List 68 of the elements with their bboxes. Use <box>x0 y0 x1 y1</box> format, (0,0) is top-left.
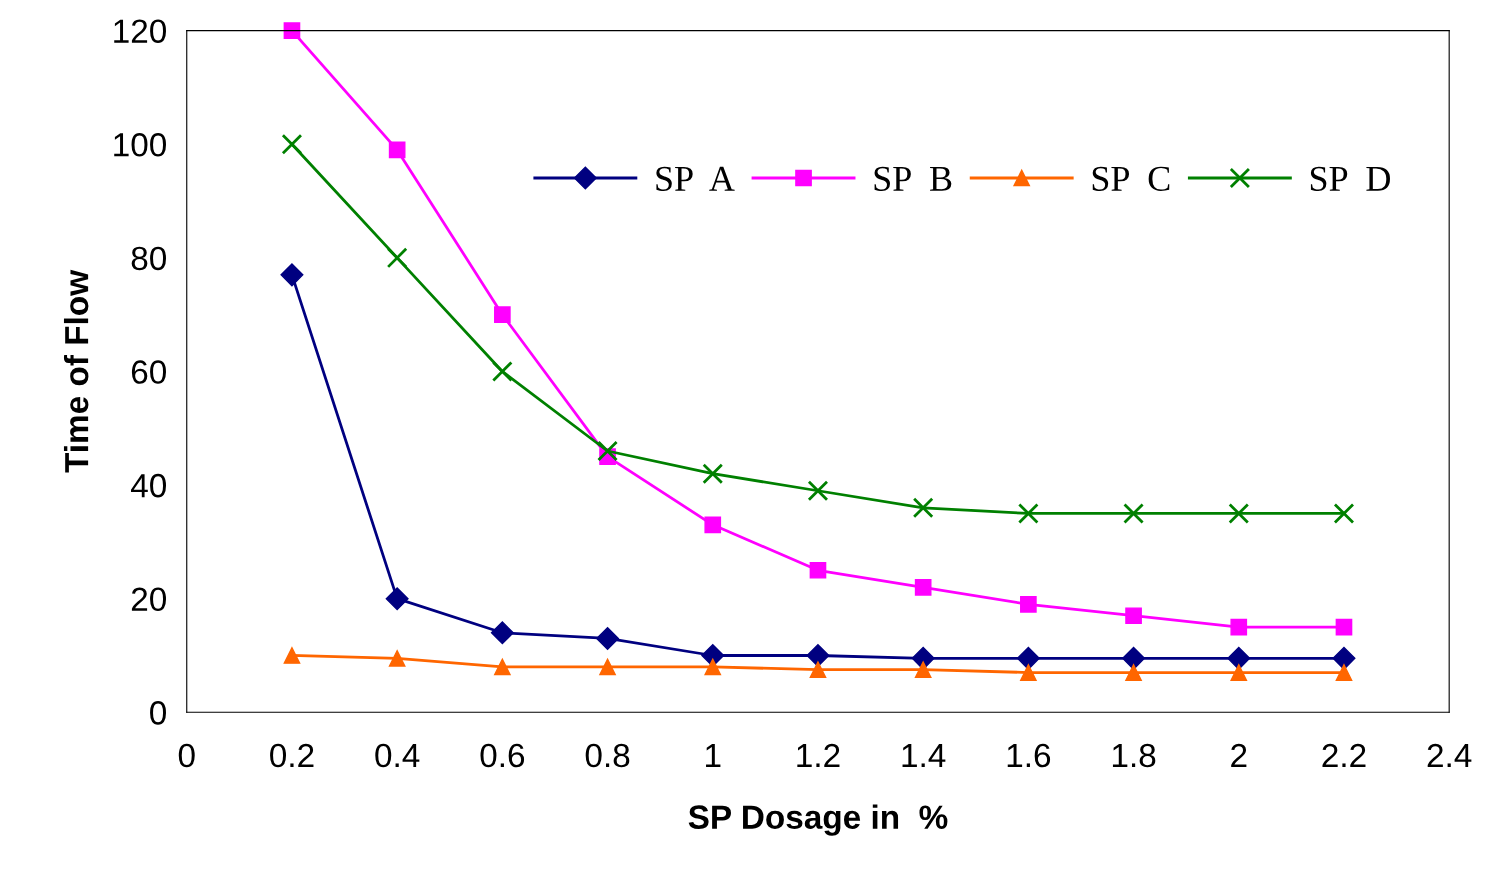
point <box>914 661 932 679</box>
legend-label: SP B <box>874 166 952 191</box>
point <box>912 497 934 519</box>
y-tick-label: 120 <box>114 19 167 43</box>
x-axis-title: SP Dosage in % <box>688 804 948 836</box>
x-tick-label: 0.4 <box>375 743 420 768</box>
point <box>806 644 830 667</box>
point <box>1017 503 1039 524</box>
point <box>597 440 618 462</box>
point <box>701 644 725 667</box>
point <box>1335 664 1353 681</box>
legend-label: SP C <box>1092 166 1170 191</box>
x-tick-label: 1 <box>706 744 721 768</box>
x-tick-label: 0.6 <box>480 743 525 768</box>
point <box>1228 503 1250 524</box>
y-tick-label: 80 <box>131 246 167 271</box>
point <box>494 306 511 323</box>
point <box>1332 646 1356 670</box>
point <box>1230 618 1248 636</box>
point <box>1227 646 1251 670</box>
y-tick-label: 100 <box>114 133 167 157</box>
point <box>494 658 511 676</box>
x-tick-label: 1.4 <box>902 744 946 768</box>
x-tick-label: 1.2 <box>797 743 840 768</box>
point <box>388 141 406 159</box>
legend-label: SP A <box>656 166 735 191</box>
point <box>1020 596 1037 613</box>
x-tick-label: 1.6 <box>1007 743 1051 768</box>
point <box>491 361 513 382</box>
point <box>809 561 827 579</box>
y-tick-label: 20 <box>131 587 167 612</box>
point <box>702 463 724 485</box>
x-tick-label: 2.2 <box>1322 743 1366 768</box>
point <box>386 247 408 269</box>
point <box>596 626 620 650</box>
x-tick-label: 1.8 <box>1112 743 1156 768</box>
point <box>1125 607 1142 625</box>
point <box>385 587 409 611</box>
legend-label: SP D <box>1310 166 1390 191</box>
x-tick-label: 0.2 <box>270 743 314 768</box>
x-tick-label: 0.8 <box>585 743 630 768</box>
point <box>809 661 827 679</box>
point <box>1230 664 1248 681</box>
point <box>1016 646 1040 670</box>
point <box>281 133 303 155</box>
point <box>704 516 722 534</box>
point <box>283 647 301 664</box>
y-tick-label: 60 <box>131 360 167 384</box>
point <box>283 22 301 39</box>
point <box>388 650 406 667</box>
point <box>807 480 829 502</box>
point <box>1125 664 1142 681</box>
x-tick-label: 0 <box>178 743 195 768</box>
y-tick-label: 40 <box>131 473 167 498</box>
point <box>914 578 932 596</box>
point <box>1020 664 1037 681</box>
x-tick-label: 2 <box>1231 743 1247 768</box>
y-axis-title: Time of Flow <box>63 269 89 473</box>
y-tick-label: 0 <box>150 701 166 725</box>
point <box>704 658 722 676</box>
point <box>1333 503 1355 524</box>
x-tick-label: 2.4 <box>1427 743 1472 768</box>
point <box>1335 618 1353 636</box>
point <box>599 658 616 676</box>
point <box>1122 646 1146 670</box>
point <box>490 621 514 645</box>
point <box>280 263 304 287</box>
point <box>1123 503 1144 524</box>
